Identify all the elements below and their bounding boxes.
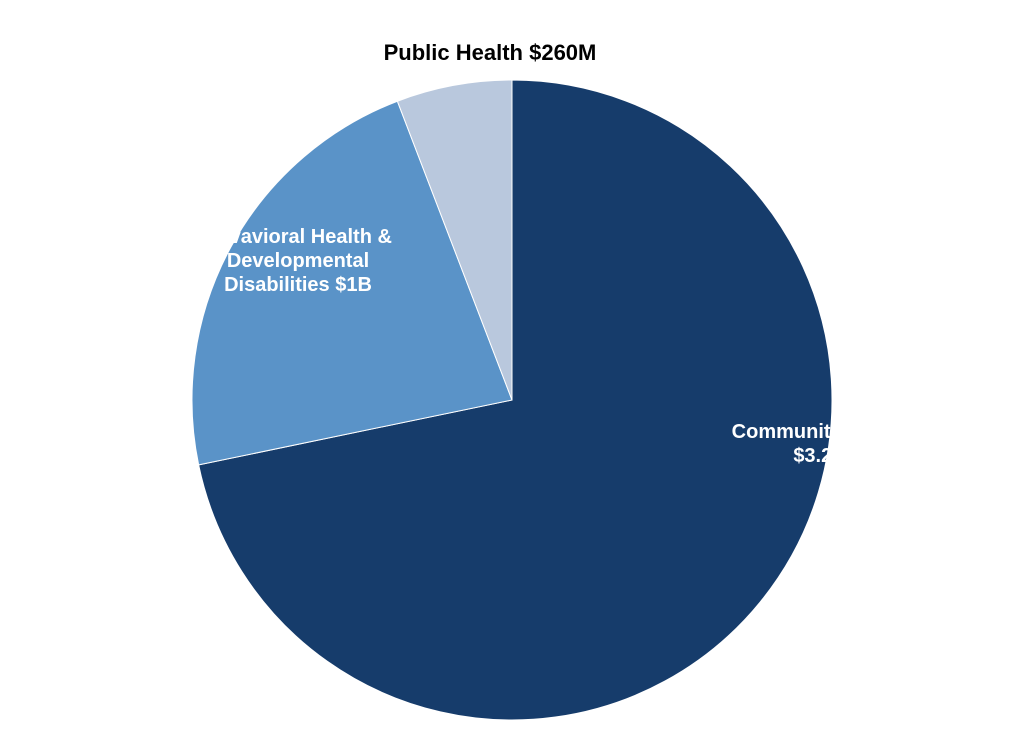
pie-label-community-health: Community Health $3.2B	[710, 420, 930, 468]
pie-chart-svg	[0, 0, 1024, 743]
pie-label-behavioral-health: Bevavioral Health & Developmental Disabi…	[178, 225, 418, 297]
pie-chart-container: Community Health $3.2B Bevavioral Health …	[0, 0, 1024, 743]
pie-label-public-health: Public Health $260M	[340, 40, 640, 66]
